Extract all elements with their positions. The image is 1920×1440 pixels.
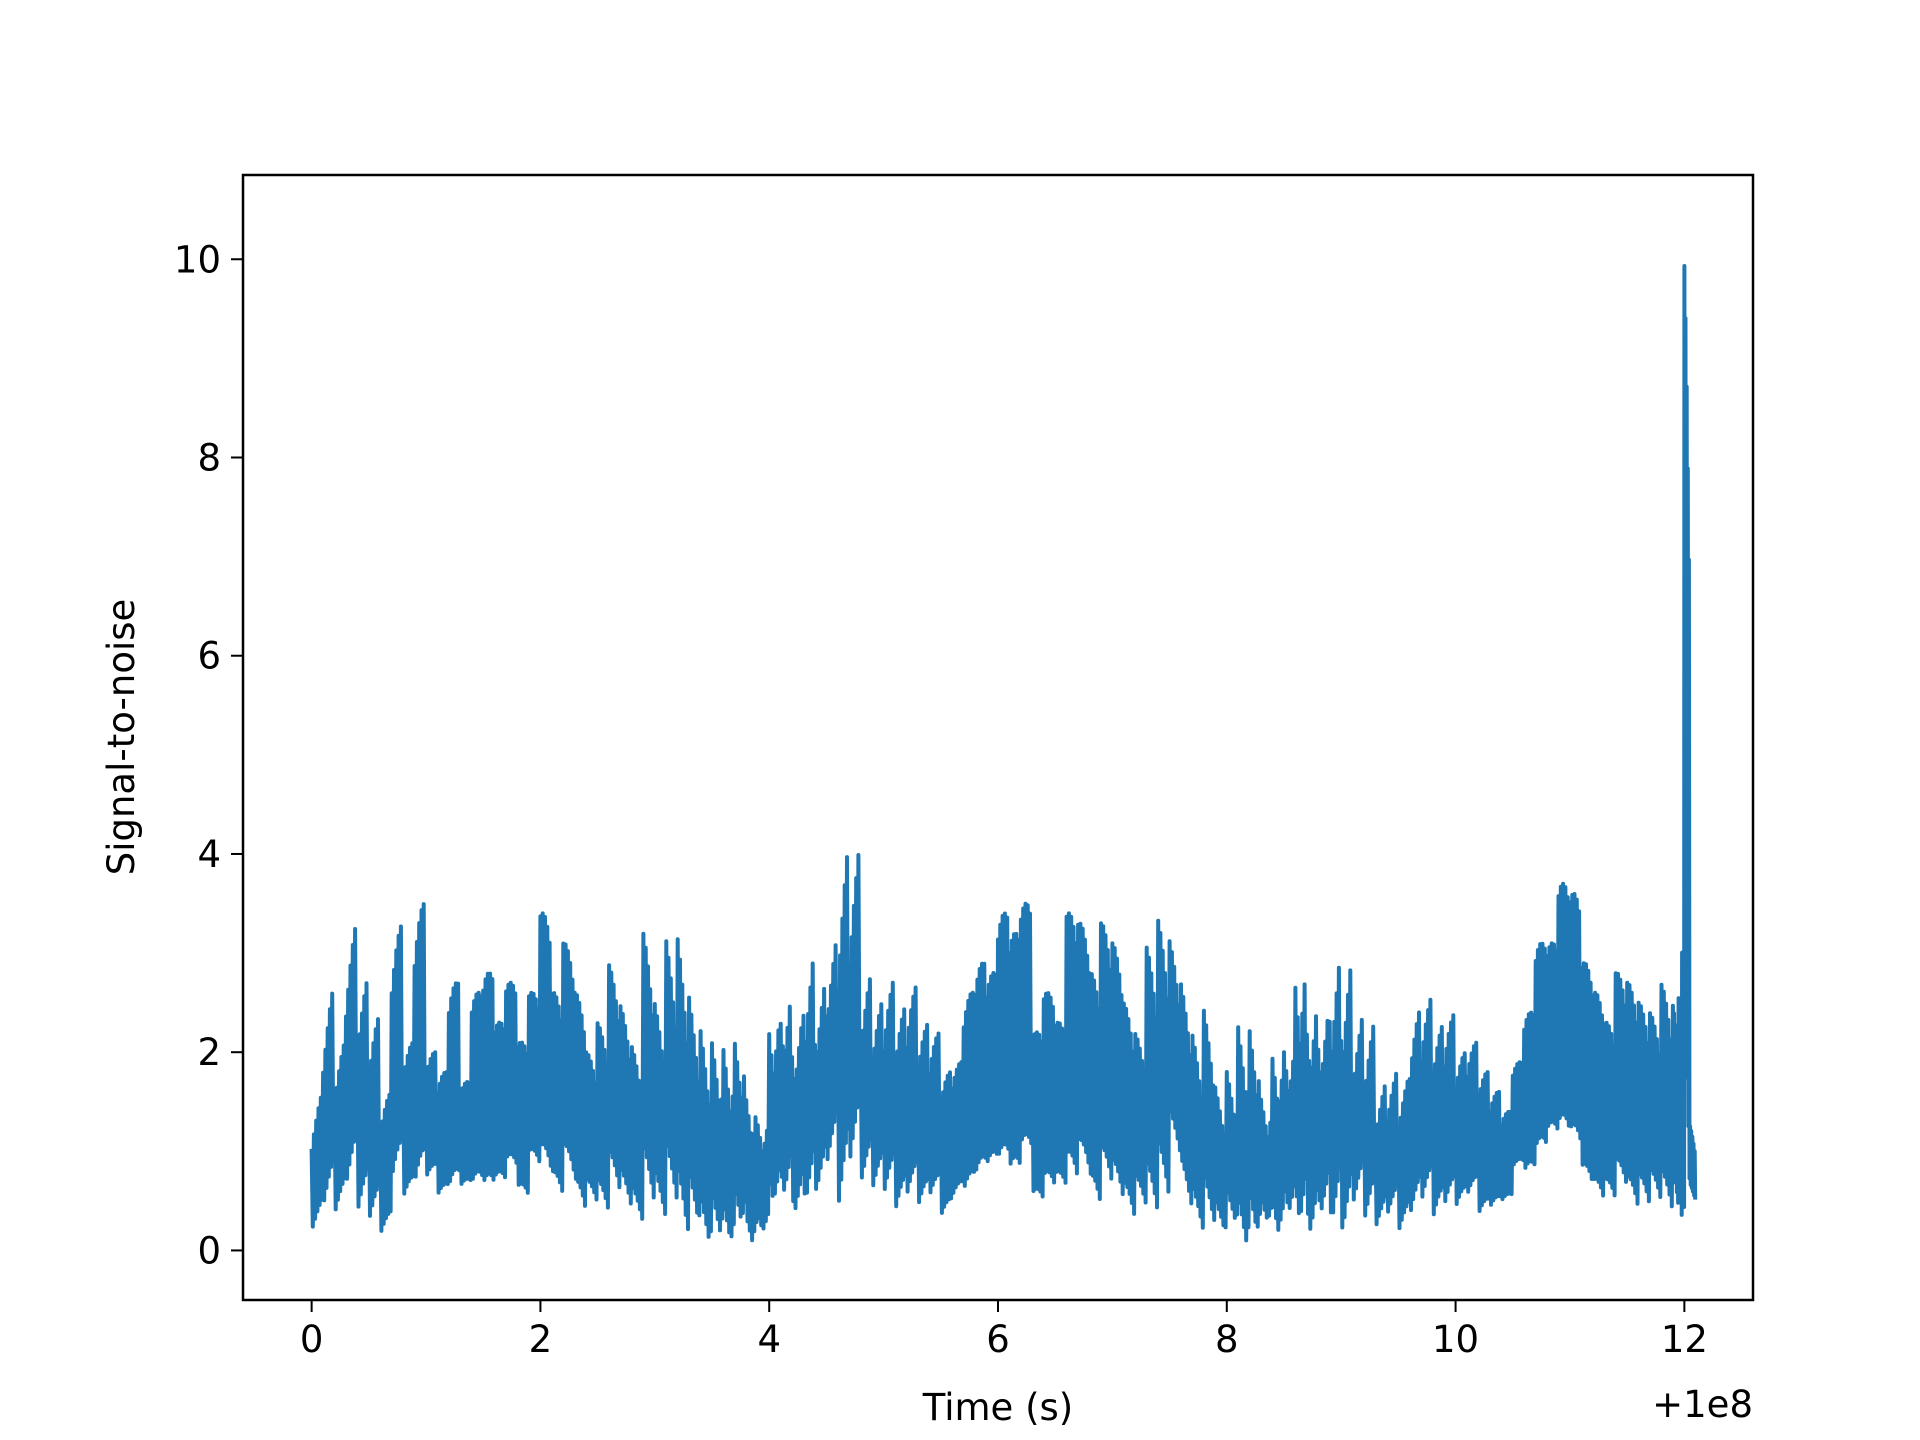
y-tick-label: 2: [197, 1031, 221, 1074]
y-axis-label: Signal-to-noise: [100, 599, 143, 876]
y-tick-label: 8: [197, 436, 221, 479]
x-tick-label: 8: [1215, 1318, 1239, 1361]
x-tick-label: 0: [300, 1318, 324, 1361]
x-axis-offset-label: +1e8: [1652, 1383, 1753, 1426]
x-axis-label: Time (s): [922, 1386, 1073, 1429]
x-axis-ticks: 0 2 4 6 8 10 12: [300, 1300, 1708, 1361]
x-tick-label: 2: [529, 1318, 553, 1361]
y-axis-ticks: 0 2 4 6 8 10: [174, 238, 243, 1272]
snr-series-line: [309, 264, 1698, 1243]
y-tick-label: 0: [197, 1229, 221, 1272]
x-tick-label: 4: [757, 1318, 781, 1361]
y-tick-label: 6: [197, 635, 221, 678]
x-tick-label: 6: [986, 1318, 1010, 1361]
x-tick-label: 12: [1661, 1318, 1708, 1361]
y-tick-label: 10: [174, 238, 221, 281]
x-tick-label: 10: [1432, 1318, 1479, 1361]
y-tick-label: 4: [197, 833, 221, 876]
series-layer: [309, 264, 1698, 1243]
